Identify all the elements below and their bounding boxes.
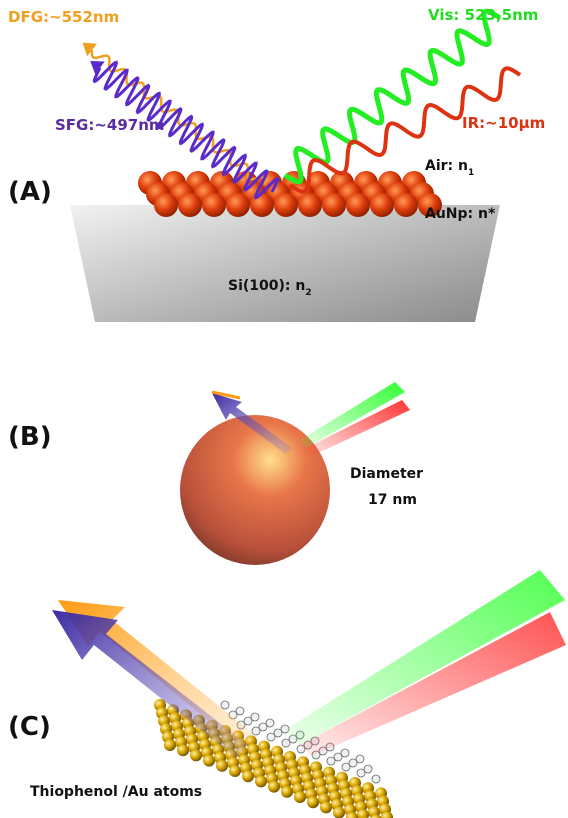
thiophenol-atom [363,764,373,774]
air-label: Air: n1 [425,158,474,178]
au-atom [255,775,267,788]
thiophenol-atom [348,758,358,768]
panel-label: (A) [8,177,52,207]
thiophenol-atom [235,706,245,716]
au-sphere [154,193,178,217]
thiophenol-atom [250,712,260,722]
au-sphere [346,193,370,217]
au-sphere [274,193,298,217]
thiophenol-atom [281,738,291,748]
si-label: Si(100): n2 [228,278,312,298]
vis-label: Vis: 523,5nm [428,6,538,24]
thiophenol-atom [258,722,268,732]
thiophenol-atom [265,718,275,728]
au-atoms [154,699,393,818]
dfg-beam [211,390,241,400]
si-slab [70,205,500,322]
vis-beam [300,382,405,448]
au-sphere [418,193,442,217]
au-atom [307,796,319,809]
vis-beam [285,570,565,745]
au-sphere [370,193,394,217]
thiophenol-atom [251,726,261,736]
thiophenol-atom [355,754,365,764]
au-sphere [298,193,322,217]
sfg-label: SFG:~497nm [55,116,165,134]
au-atom [381,811,393,818]
panel-label: (C) [8,712,51,742]
au-sphere [394,193,418,217]
arrow-head [82,42,97,57]
ir-beam [306,400,410,456]
thiophenol-atom [326,756,336,766]
au-atom [177,744,189,757]
air-text: Air: n [425,158,468,174]
au-sphere [178,193,202,217]
arrow-head [90,60,105,75]
thiophenol-atom [356,768,366,778]
sfg-beam [52,610,248,758]
au-atom [164,739,176,751]
au-atom [370,814,382,818]
au-atom [281,785,293,798]
thiophenol-atom [341,762,351,772]
si-sub: 2 [305,288,311,298]
au-atom [357,809,369,818]
air-sub: 1 [468,168,474,178]
au-sphere [250,193,274,217]
au-atom [229,765,241,777]
aunp-label: AuNp: n* [425,206,496,222]
thiophenol-atom [266,732,276,742]
thiophenol-atom [333,752,343,762]
thiophenol-atom [220,700,230,710]
au-atom [320,801,332,814]
thiophenol-atom [273,728,283,738]
ir-label: IR:~10μm [462,114,545,132]
au-atom [294,791,306,803]
dfg-label: DFG:~552nm [8,8,119,26]
size-label: 17 nm [368,492,417,508]
ir-beam [300,612,566,756]
panel-label: (B) [8,422,52,452]
light-waves [82,8,522,200]
au-atom [216,759,228,772]
thiophenol-atom [371,774,381,784]
au-sphere [226,193,250,217]
wave [288,66,522,194]
si-text: Si(100): n [228,278,305,294]
au-atom [268,780,280,793]
au-sphere [322,193,346,217]
thiophenol-atom [340,748,350,758]
diameter-label: Diameter [350,466,423,482]
au-atom [333,806,345,818]
au-atom [203,754,215,767]
au-nanoparticles [138,171,442,217]
sfg-beam [212,393,292,454]
au-atom [190,749,202,762]
caption: Thiophenol /Au atoms [30,784,202,800]
nanoparticle [180,415,330,565]
wave [92,60,280,200]
au-sphere [202,193,226,217]
wave [283,8,502,185]
au-atom [242,770,254,783]
au-atom [346,811,358,818]
thiophenol-atom [243,716,253,726]
